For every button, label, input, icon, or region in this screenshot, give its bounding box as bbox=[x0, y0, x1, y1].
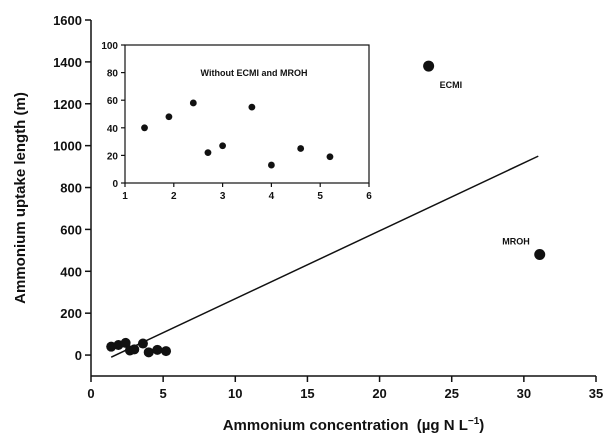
data-point bbox=[161, 346, 172, 357]
x-tick-label: 15 bbox=[300, 386, 314, 401]
data-point bbox=[129, 344, 140, 355]
inset-data-point bbox=[297, 145, 305, 152]
inset-data-point bbox=[189, 99, 197, 107]
x-axis-title: Ammonium concentration (µg N L−1) bbox=[223, 416, 485, 434]
inset-data-point bbox=[219, 142, 227, 150]
inset-y-tick-label: 0 bbox=[112, 179, 118, 190]
point-label: ECMI bbox=[440, 80, 463, 90]
inset-x-tick-label: 3 bbox=[220, 191, 226, 202]
inset-data-point bbox=[141, 124, 148, 132]
inset-x-tick-label: 4 bbox=[269, 191, 275, 202]
y-tick-label: 1200 bbox=[53, 97, 82, 112]
inset-y-ticks: 0 20 40 60 80 100 bbox=[101, 41, 125, 190]
inset-frame bbox=[124, 44, 370, 184]
inset-y-tick-label: 40 bbox=[107, 124, 119, 135]
x-tick-label: 25 bbox=[444, 386, 458, 401]
main-y-ticks: 0 200 400 600 800 1000 1200 1400 1600 bbox=[53, 13, 91, 363]
x-tick-label: 35 bbox=[589, 386, 603, 401]
inset-x-tick-label: 6 bbox=[366, 191, 372, 202]
data-point bbox=[120, 337, 131, 348]
inset-x-ticks: 1 2 3 4 5 6 bbox=[122, 183, 372, 202]
inset-y-tick-label: 100 bbox=[101, 41, 118, 52]
y-tick-label: 1600 bbox=[53, 13, 82, 28]
inset-data-point bbox=[268, 161, 275, 169]
point-label: MROH bbox=[502, 237, 530, 247]
y-tick-label: 1400 bbox=[53, 55, 82, 70]
x-tick-label: 5 bbox=[160, 386, 167, 401]
data-point bbox=[423, 60, 435, 72]
data-point bbox=[152, 344, 163, 355]
inset-x-tick-label: 2 bbox=[171, 191, 177, 202]
inset-x-tick-label: 1 bbox=[122, 191, 128, 202]
x-tick-label: 10 bbox=[228, 386, 242, 401]
inset-y-tick-label: 80 bbox=[107, 69, 119, 80]
inset-title: Without ECMI and MROH bbox=[201, 68, 308, 78]
y-tick-label: 600 bbox=[60, 222, 82, 237]
data-point bbox=[143, 347, 154, 358]
data-point bbox=[137, 338, 148, 349]
inset-data-point bbox=[204, 149, 212, 157]
y-tick-label: 200 bbox=[60, 306, 82, 321]
inset-x-tick-label: 5 bbox=[317, 191, 323, 202]
point-annotations: ECMI MROH bbox=[440, 80, 530, 246]
main-plot: 0 5 10 15 20 25 30 35 0200400600800100012001400… bbox=[12, 13, 603, 434]
inset-data-point bbox=[326, 153, 334, 161]
x-tick-label: 20 bbox=[372, 386, 386, 401]
inset-plot: 1 2 3 4 5 6 0 20 40 60 80 100 Without ECMI and MRO… bbox=[101, 41, 372, 202]
x-tick-label: 0 bbox=[87, 386, 94, 401]
y-tick-label: 0 bbox=[75, 348, 82, 363]
y-axis-title: Ammonium uptake length (m) bbox=[12, 92, 29, 304]
data-point bbox=[534, 249, 546, 261]
x-tick-label: 30 bbox=[517, 386, 531, 401]
y-tick-label: 800 bbox=[60, 181, 82, 196]
regression-line bbox=[110, 155, 539, 358]
main-points bbox=[106, 60, 546, 358]
main-x-ticks: 0 5 10 15 20 25 30 35 bbox=[87, 376, 603, 401]
y-tick-label: 1000 bbox=[53, 139, 82, 154]
inset-data-point bbox=[248, 103, 256, 111]
y-tick-label: 400 bbox=[60, 264, 82, 279]
inset-y-tick-label: 60 bbox=[107, 96, 119, 107]
inset-y-tick-label: 20 bbox=[107, 151, 119, 162]
inset-points bbox=[141, 99, 334, 169]
inset-data-point bbox=[165, 113, 173, 121]
